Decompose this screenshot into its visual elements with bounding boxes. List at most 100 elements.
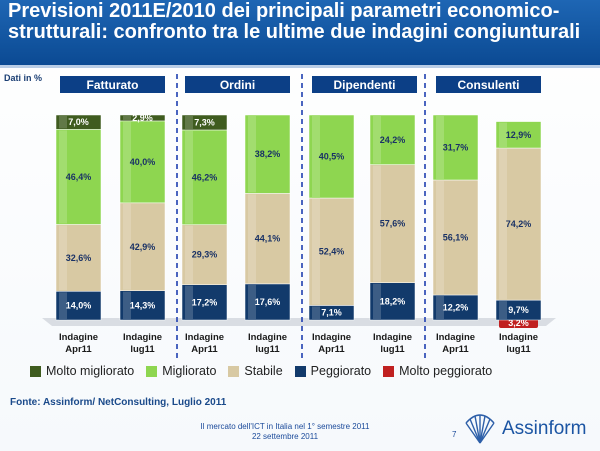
bar-value-label: 56,1% <box>443 232 469 242</box>
bar-segment-stabile <box>369 164 416 283</box>
bar-segment-migliorato <box>308 114 355 199</box>
bar-value-label: 52,4% <box>319 247 345 257</box>
bar-segment-migliorato <box>55 129 102 225</box>
bar-segment-peggiorato <box>432 294 479 321</box>
bar-highlight <box>248 194 256 283</box>
assinform-logo: Assinform <box>462 408 598 450</box>
x-tick-label: Indagine <box>312 332 351 343</box>
page-number: 7 <box>452 430 457 439</box>
bar-highlight <box>499 149 507 300</box>
bar-highlight <box>373 165 381 282</box>
bar-highlight <box>59 116 67 129</box>
bar-value-label: 3,2% <box>508 318 529 328</box>
bar-segment-stabile <box>244 193 291 285</box>
legend-swatch <box>294 365 306 377</box>
x-tick-label: Indagine <box>59 332 98 343</box>
bar-highlight <box>59 292 67 319</box>
group-header-label: Fatturato <box>87 78 139 92</box>
bar-segment-molto-migliorato <box>181 114 228 131</box>
footer-line-1: Il mercato dell'ICT in Italia nel 1° sem… <box>200 422 370 431</box>
group-header-label: Dipendenti <box>334 78 396 92</box>
bar-highlight <box>248 116 256 193</box>
bar-segment-stabile <box>55 224 102 292</box>
group-header-bar <box>436 76 541 93</box>
bar-value-label: 57,6% <box>380 219 406 229</box>
bar-segment-peggiorato <box>181 284 228 321</box>
legend-label: Migliorato <box>162 364 217 378</box>
bar-highlight <box>436 295 444 319</box>
chart-legend: Molto migliorato Migliorato Stabile Peggior… <box>30 364 492 378</box>
footer-line-2: 22 settembre 2011 <box>251 432 319 441</box>
bar-value-label: 9,7% <box>508 305 529 315</box>
slide-title: Previsioni 2011E/2010 dei principali par… <box>8 0 581 43</box>
bar-segment-migliorato <box>369 114 416 165</box>
group-header-bar <box>185 76 290 93</box>
bar-highlight <box>373 283 381 319</box>
bar-value-label: 24,2% <box>380 135 406 145</box>
x-tick-label: lug11 <box>506 344 531 355</box>
bar-value-label: 14,3% <box>130 300 156 310</box>
bar-value-label: 7,1% <box>321 308 342 318</box>
x-tick-label: Apr11 <box>65 344 92 355</box>
x-tick-label: Indagine <box>373 332 412 343</box>
bar-segment-stabile <box>119 202 166 291</box>
x-tick-label: lug11 <box>255 344 280 355</box>
bar-segment-molto-migliorato <box>119 114 166 122</box>
bar-value-label: 18,2% <box>380 296 406 306</box>
legend-label: Molto peggiorato <box>399 364 493 378</box>
bar-segment-molto-migliorato <box>55 114 102 130</box>
legend-swatch <box>146 365 158 377</box>
bar-segment-migliorato <box>495 121 542 149</box>
legend-item: Molto peggiorato <box>383 364 492 378</box>
legend-swatch <box>30 365 41 377</box>
bar-highlight <box>499 301 507 319</box>
bar-segment-stabile <box>181 224 228 285</box>
legend-item: Molto migliorato <box>30 364 134 378</box>
chart-floor <box>42 318 556 326</box>
bar-value-label: 74,2% <box>506 219 532 229</box>
source-note: Fonte: Assinform/ NetConsulting, Luglio … <box>10 397 227 408</box>
bar-highlight <box>312 306 320 319</box>
bar-highlight <box>436 116 444 179</box>
bar-segment-stabile <box>308 197 355 306</box>
shell-logo-icon <box>465 414 495 444</box>
bar-highlight <box>185 130 193 224</box>
bar-value-label: 46,2% <box>192 172 218 182</box>
legend-swatch <box>228 365 240 377</box>
data-unit-note: Dati in % <box>4 73 43 83</box>
bar-segment-molto-peggiorato <box>499 318 538 328</box>
group-header-bar <box>312 76 417 93</box>
bar-highlight <box>312 199 320 305</box>
bar-value-label: 42,9% <box>130 242 156 252</box>
group-header-label: Consulenti <box>458 78 520 92</box>
bar-segment-peggiorato <box>119 290 166 321</box>
bar-value-label: 38,2% <box>255 149 281 159</box>
bar-segment-migliorato <box>181 129 228 225</box>
bar-segment-peggiorato <box>55 291 102 321</box>
group-header-label: Ordini <box>220 78 255 92</box>
bar-segment-migliorato <box>432 114 479 181</box>
bar-value-label: 7,0% <box>68 117 89 127</box>
bar-segment-peggiorato <box>369 282 416 321</box>
x-tick-label: Indagine <box>248 332 287 343</box>
bar-segment-migliorato <box>244 114 291 194</box>
x-tick-label: Indagine <box>436 332 475 343</box>
x-tick-label: Apr11 <box>318 344 345 355</box>
bar-segment-peggiorato <box>244 283 291 321</box>
x-tick-label: Indagine <box>185 332 224 343</box>
bar-value-label: 12,2% <box>443 302 469 312</box>
bar-highlight <box>373 116 381 164</box>
bar-value-label: 2,9% <box>132 113 153 123</box>
bar-value-label: 40,0% <box>130 157 156 167</box>
bar-highlight <box>436 180 444 294</box>
bar-value-label: 44,1% <box>255 234 281 244</box>
legend-swatch <box>383 365 395 377</box>
group-header-bar <box>60 76 165 93</box>
bar-highlight <box>185 225 193 284</box>
bar-value-label: 17,2% <box>192 297 218 307</box>
bar-value-label: 14,0% <box>66 301 92 311</box>
bar-highlight <box>248 284 256 319</box>
bar-highlight <box>123 203 131 290</box>
logo-text: Assinform <box>502 418 587 439</box>
